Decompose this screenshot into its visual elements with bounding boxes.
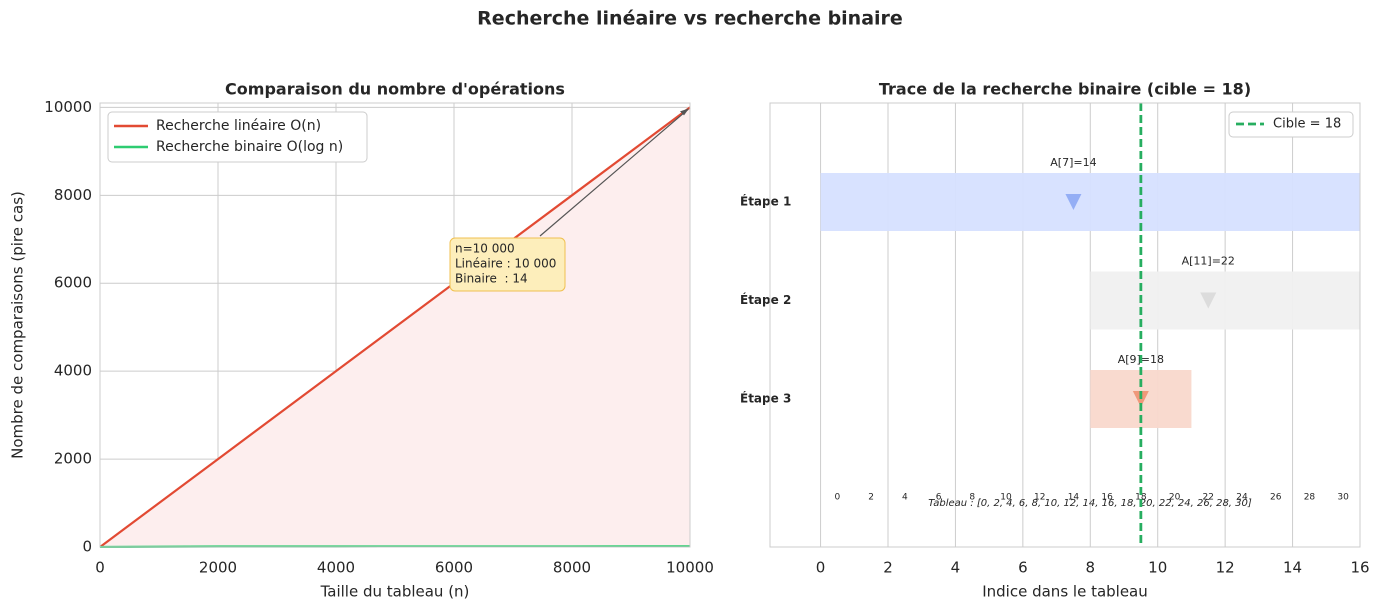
x-tick-label: 14 xyxy=(1283,559,1302,577)
annotation-text: Binaire : 14 xyxy=(455,272,528,286)
y-tick-label: 10000 xyxy=(44,98,92,116)
mid-label: A[7]=14 xyxy=(1050,156,1096,169)
array-value: 26 xyxy=(1270,493,1282,503)
legend-label: Recherche binaire O(log n) xyxy=(156,139,343,155)
step-range xyxy=(1090,271,1360,330)
step-label: Étape 3 xyxy=(740,391,791,406)
axes-frame xyxy=(769,102,1361,548)
mid-label: A[11]=22 xyxy=(1182,255,1235,268)
array-value: 8 xyxy=(969,493,975,503)
array-value: 22 xyxy=(1203,493,1214,503)
array-value: 14 xyxy=(1068,493,1080,503)
annotation-box xyxy=(449,237,566,292)
x-tick-label: 10000 xyxy=(666,559,714,577)
x-tick-label: 8000 xyxy=(553,559,591,577)
array-value: 20 xyxy=(1169,493,1181,503)
x-tick-label: 12 xyxy=(1216,559,1235,577)
y-tick-label: 6000 xyxy=(54,274,92,292)
x-axis-label: Indice dans le tableau xyxy=(982,583,1148,601)
step-label: Étape 1 xyxy=(740,194,791,209)
y-axis-label: Nombre de comparaisons (pire cas) xyxy=(9,191,27,459)
legend-box xyxy=(107,111,368,163)
array-value: 10 xyxy=(1000,493,1012,503)
array-value: 2 xyxy=(868,493,874,503)
legend-label: Cible = 18 xyxy=(1273,117,1341,132)
y-tick-label: 2000 xyxy=(54,450,92,468)
x-tick-label: 0 xyxy=(95,559,105,577)
axes-title: Comparaison du nombre d'opérations xyxy=(225,80,565,99)
x-tick-label: 8 xyxy=(1086,559,1096,577)
array-value: 30 xyxy=(1337,493,1349,503)
y-tick-label: 0 xyxy=(82,538,92,556)
array-value: 24 xyxy=(1236,493,1248,503)
array-value: 28 xyxy=(1304,493,1316,503)
x-tick-label: 4 xyxy=(951,559,961,577)
array-value: 4 xyxy=(902,493,908,503)
x-tick-label: 0 xyxy=(816,559,826,577)
annotation-text: n=10 000 xyxy=(455,242,515,256)
x-axis-label: Taille du tableau (n) xyxy=(320,583,470,601)
step-range xyxy=(820,173,1360,231)
x-tick-label: 4000 xyxy=(317,559,355,577)
x-tick-label: 10 xyxy=(1148,559,1167,577)
x-tick-label: 6 xyxy=(1018,559,1028,577)
axes-title: Trace de la recherche binaire (cible = 1… xyxy=(879,80,1251,99)
mid-marker xyxy=(1065,194,1082,210)
array-value: 0 xyxy=(835,493,841,503)
arrow-head xyxy=(680,108,689,116)
figure-title: Recherche linéaire vs recherche binaire xyxy=(477,8,903,30)
array-caption: Tableau : [0, 2, 4, 6, 8, 10, 12, 14, 16… xyxy=(928,498,1252,509)
line xyxy=(99,106,691,548)
legend-label: Recherche linéaire O(n) xyxy=(156,118,321,134)
axes-frame xyxy=(99,102,691,548)
x-tick-label: 2 xyxy=(883,559,893,577)
annotation-text: Linéaire : 10 000 xyxy=(455,257,556,271)
x-tick-label: 2000 xyxy=(199,559,237,577)
array-value: 6 xyxy=(936,493,942,503)
array-value: 18 xyxy=(1135,493,1147,503)
annotation-arrow xyxy=(539,108,689,237)
step-label: Étape 2 xyxy=(740,292,791,307)
y-tick-label: 8000 xyxy=(54,186,92,204)
array-value: 12 xyxy=(1034,493,1045,503)
y-tick-label: 4000 xyxy=(54,362,92,380)
x-tick-label: 6000 xyxy=(435,559,473,577)
legend-box xyxy=(1228,111,1354,138)
x-tick-label: 16 xyxy=(1350,559,1369,577)
array-value: 16 xyxy=(1101,493,1113,503)
mid-marker xyxy=(1200,292,1217,309)
